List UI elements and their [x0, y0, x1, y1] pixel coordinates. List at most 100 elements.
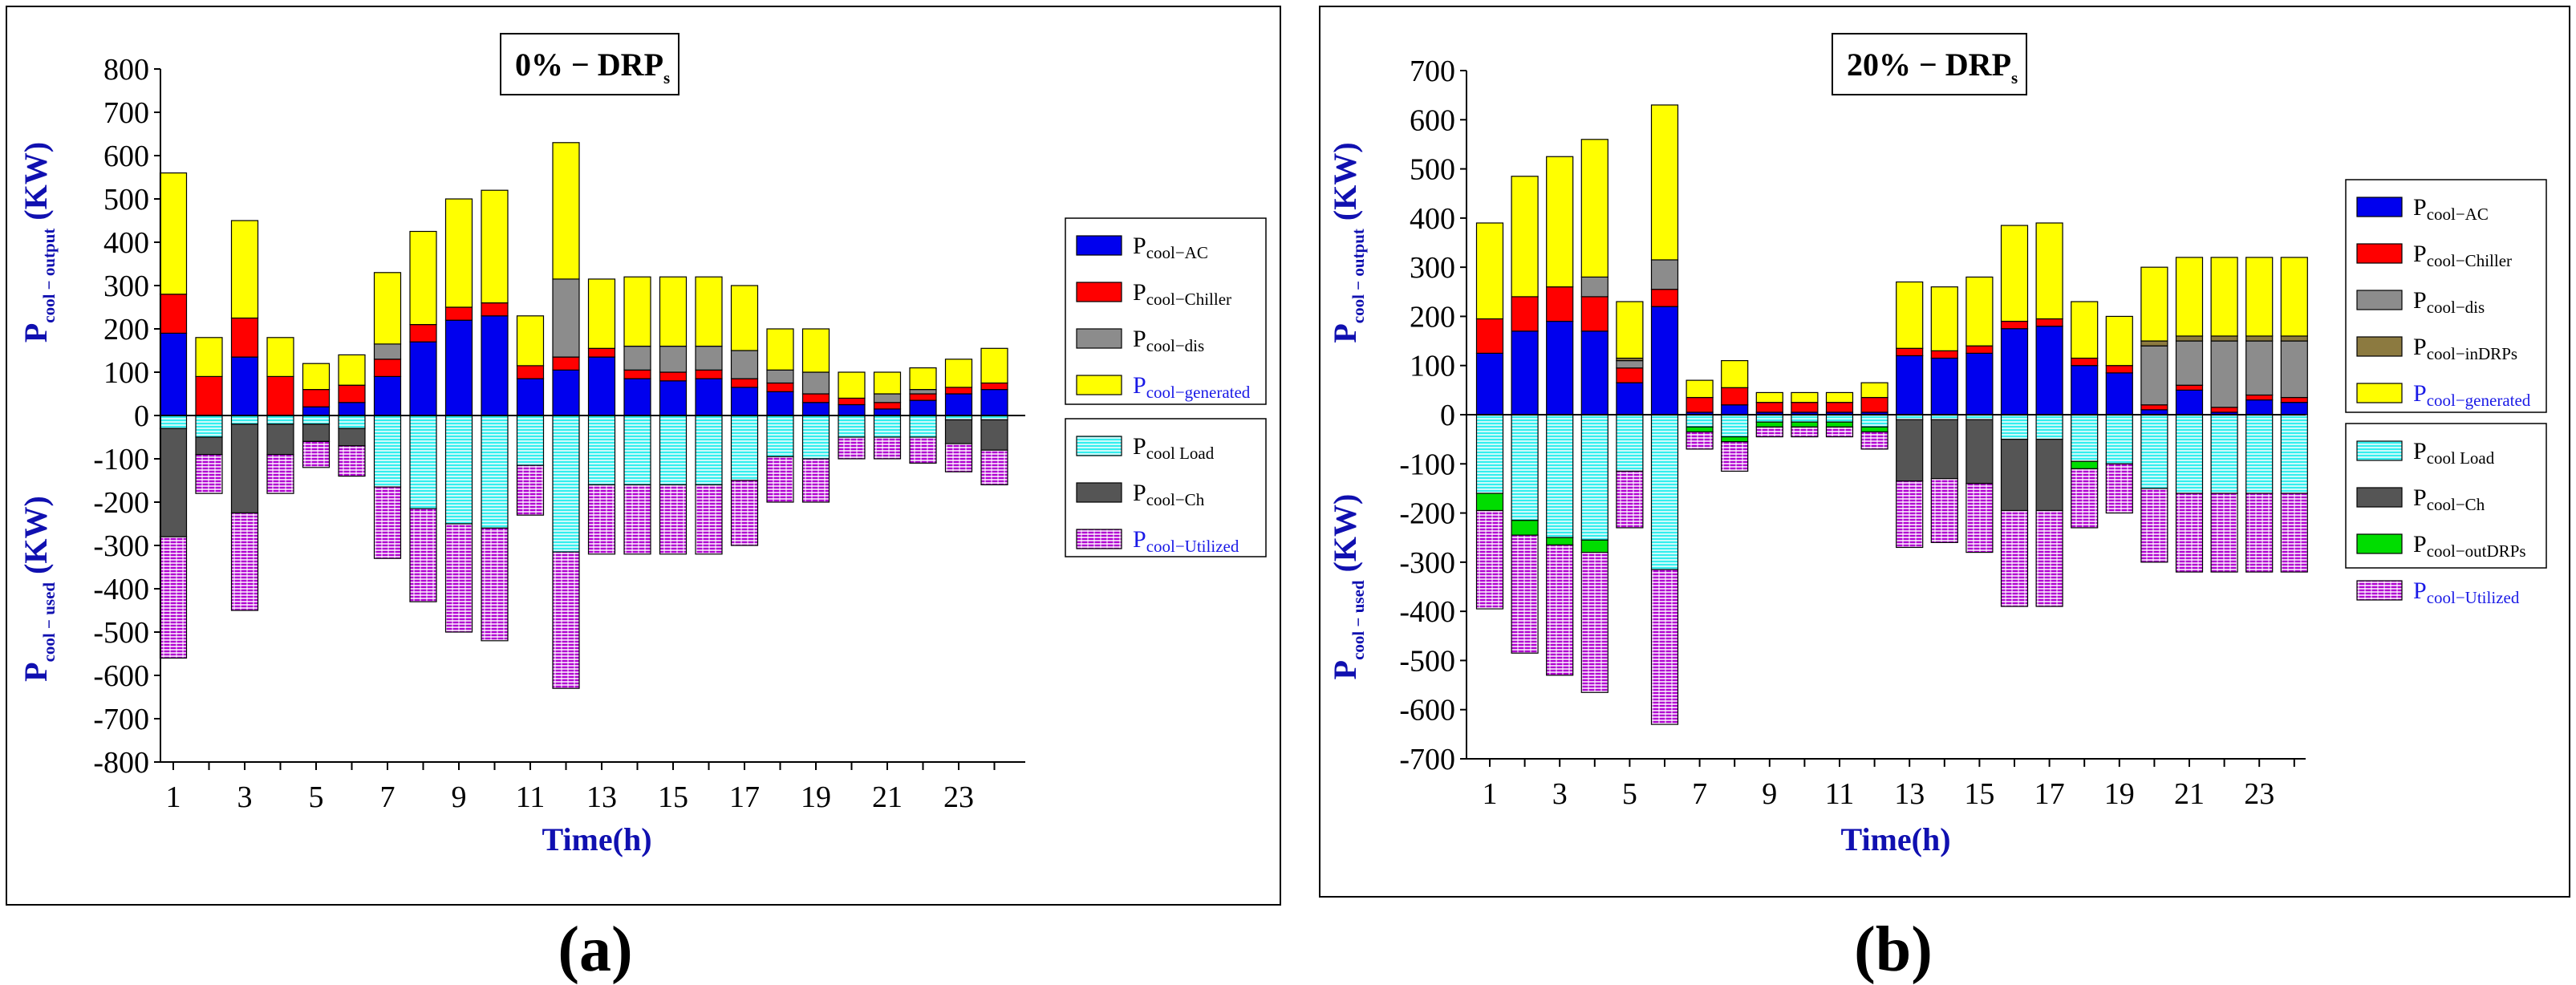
legend-label: Pcool−outDRPs: [2413, 531, 2526, 561]
bar-segment-coolac: [2071, 365, 2099, 415]
bar-segment-coolgenerated: [2105, 315, 2133, 367]
bar-segment-cooldis: [659, 346, 688, 373]
y-tick-label: 100: [1410, 350, 1455, 383]
bar-segment-coolgenerated: [2280, 257, 2308, 337]
bar-segment-coolutilized: [1930, 478, 1958, 543]
bar-segment-coolchiller: [2280, 396, 2308, 403]
bar-segment-coolutilized: [838, 436, 866, 460]
bar-segment-coolgenerated: [909, 367, 937, 391]
bar-segment-cooldis: [695, 346, 723, 371]
bar-segment-coolac: [801, 402, 830, 416]
bar-segment-cooldis: [2280, 340, 2308, 399]
bar-segment-coolchiller: [1475, 318, 1504, 354]
bar-segment-coolchiller: [873, 402, 902, 410]
bar-segment-coolgenerated: [481, 189, 509, 304]
bar-segment-coolac: [1546, 320, 1574, 415]
bar-segment-coolac: [159, 332, 188, 416]
bar-segment-coolchiller: [980, 382, 1008, 391]
bar-segment-coolutilized: [1755, 426, 1783, 438]
legend-swatch: [1076, 235, 1122, 256]
bar-segment-coolutilized: [1965, 483, 1994, 553]
legend-swatch: [2356, 487, 2403, 508]
bar-segment-coolchiller: [2035, 318, 2063, 327]
bar-segment-coolutilized: [2000, 509, 2029, 607]
bar-segment-coolindrps: [2175, 335, 2204, 342]
bar-segment-coolload: [2245, 414, 2274, 494]
bar-segment-coolutilized: [1791, 426, 1819, 438]
bar-segment-coolchiller: [1616, 367, 1644, 383]
y-axis-title-output: Pcool − output (KW): [18, 142, 59, 343]
bar-segment-coolgenerated: [873, 371, 902, 395]
legend: Pcool−AC Pcool−Chiller Pcool−dis Pcool−inDR…: [2345, 179, 2547, 413]
bar-segment-coolchiller: [1860, 396, 1888, 413]
x-tick-label: 21: [872, 780, 903, 814]
bar-segment-coolgenerated: [373, 272, 402, 345]
bar-segment-coolload: [230, 415, 259, 425]
bar-segment-coolutilized: [2175, 492, 2204, 573]
bar-segment-coolch: [266, 424, 294, 456]
bar-segment-coolchiller: [1546, 286, 1574, 322]
bar-segment-cooloutdrps: [1546, 537, 1574, 546]
bar-segment-coolutilized: [516, 464, 545, 516]
legend: Pcool Load Pcool−Ch Pcool−Utilized: [1065, 418, 1267, 557]
bar-segment-coolchiller: [801, 393, 830, 403]
bar-segment-coolload: [1686, 414, 1714, 428]
bar-segment-cooloutdrps: [1721, 436, 1749, 443]
bar-segment-cooloutdrps: [1475, 492, 1504, 512]
y-tick-label: 0: [1440, 399, 1455, 432]
bar-segment-coolload: [659, 415, 688, 486]
x-tick-label: 9: [452, 780, 467, 814]
bar-segment-coolac: [2035, 326, 2063, 415]
bar-segment-coolchiller: [2000, 320, 2029, 330]
x-tick-label: 1: [166, 780, 181, 814]
y-tick-label: 400: [1410, 202, 1455, 236]
x-tick-label: 15: [658, 780, 688, 814]
bar-segment-coolutilized: [1825, 426, 1854, 438]
bar-segment-coolch: [1930, 419, 1958, 480]
bar-segment-coolac: [1511, 330, 1539, 415]
x-axis-title: Time(h): [542, 821, 651, 857]
x-tick-label: 15: [1964, 777, 1994, 811]
legend-swatch: [1076, 436, 1122, 456]
bar-segment-coolchiller: [444, 306, 473, 321]
bar-segment-coolutilized: [980, 449, 1008, 486]
bar-segment-coolch: [230, 424, 259, 514]
bar-segment-coolutilized: [1721, 441, 1749, 472]
bar-segment-coolload: [838, 415, 866, 438]
legend-swatch: [1076, 328, 1122, 349]
y-tick-label: -800: [93, 746, 149, 780]
bar-segment-coolgenerated: [2035, 222, 2063, 320]
bar-segment-coolload: [909, 415, 937, 438]
bar-segment-coolload: [801, 415, 830, 460]
legend-label: Pcool−Ch: [1133, 480, 1205, 509]
bar-segment-coolgenerated: [338, 354, 366, 386]
bar-segment-coolindrps: [2140, 340, 2168, 347]
y-tick-label: 300: [1410, 251, 1455, 285]
bar-segment-coolchiller: [1721, 387, 1749, 406]
bar-segment-coolac: [1616, 382, 1644, 415]
y-tick-label: -200: [93, 486, 149, 520]
x-tick-label: 5: [309, 780, 324, 814]
bar-segment-coolutilized: [302, 440, 331, 468]
x-tick-label: 3: [1552, 777, 1568, 811]
bar-segment-coolload: [730, 415, 759, 481]
bar-segment-cooldis: [2245, 340, 2274, 396]
bar-segment-cooloutdrps: [2071, 460, 2099, 470]
bar-segment-coolchiller: [2105, 365, 2133, 374]
y-tick-label: 600: [103, 140, 149, 173]
x-tick-label: 1: [1483, 777, 1498, 811]
legend-label: Pcool Load: [2413, 438, 2495, 468]
x-tick-label: 17: [729, 780, 760, 814]
y-axis-title-used: Pcool − used (KW): [18, 496, 59, 682]
y-tick-label: -300: [93, 529, 149, 563]
x-tick-label: 11: [1825, 777, 1855, 811]
x-tick-label: 23: [2244, 777, 2274, 811]
bar-segment-coolchiller: [1965, 345, 1994, 354]
bar-segment-cooldis: [1650, 259, 1679, 290]
y-tick-label: 400: [103, 226, 149, 260]
bar-segment-coolac: [2280, 402, 2308, 415]
legend-label: Pcool−dis: [1133, 326, 1204, 355]
bar-segment-coolac: [373, 375, 402, 416]
bar-segment-coolchiller: [1580, 296, 1608, 332]
